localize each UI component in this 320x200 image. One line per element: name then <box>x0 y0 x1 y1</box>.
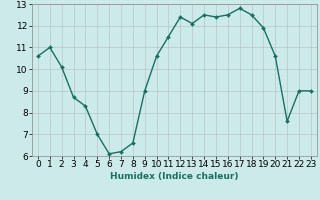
X-axis label: Humidex (Indice chaleur): Humidex (Indice chaleur) <box>110 172 239 181</box>
